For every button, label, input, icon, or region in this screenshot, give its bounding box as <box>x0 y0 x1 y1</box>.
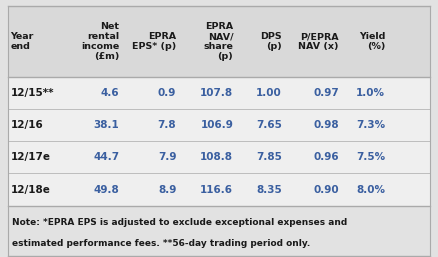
Text: 12/18e: 12/18e <box>11 185 50 195</box>
Text: 0.90: 0.90 <box>313 185 339 195</box>
Text: 49.8: 49.8 <box>93 185 119 195</box>
Text: Yield
(%): Yield (%) <box>359 32 385 51</box>
Text: 7.85: 7.85 <box>256 152 282 162</box>
Text: Net
rental
income
(£m): Net rental income (£m) <box>81 22 119 61</box>
Text: 7.3%: 7.3% <box>356 120 385 130</box>
Text: 108.8: 108.8 <box>200 152 233 162</box>
Text: 8.0%: 8.0% <box>356 185 385 195</box>
Text: 8.9: 8.9 <box>158 185 176 195</box>
Text: 12/15**: 12/15** <box>11 88 54 98</box>
Text: 8.35: 8.35 <box>256 185 282 195</box>
Bar <box>8 6 430 77</box>
Text: 7.9: 7.9 <box>158 152 176 162</box>
Text: P/EPRA
NAV (x): P/EPRA NAV (x) <box>298 32 339 51</box>
Text: 1.00: 1.00 <box>256 88 282 98</box>
Text: 4.6: 4.6 <box>101 88 119 98</box>
Text: 7.5%: 7.5% <box>356 152 385 162</box>
Text: 44.7: 44.7 <box>93 152 119 162</box>
Text: 0.98: 0.98 <box>313 120 339 130</box>
Text: 0.97: 0.97 <box>313 88 339 98</box>
Bar <box>8 109 430 141</box>
Text: Note: *EPRA EPS is adjusted to exclude exceptional expenses and: Note: *EPRA EPS is adjusted to exclude e… <box>12 218 347 227</box>
Text: 7.65: 7.65 <box>256 120 282 130</box>
Text: 1.0%: 1.0% <box>356 88 385 98</box>
Text: Year
end: Year end <box>11 32 34 51</box>
Text: 107.8: 107.8 <box>200 88 233 98</box>
Text: 38.1: 38.1 <box>93 120 119 130</box>
Text: 116.6: 116.6 <box>200 185 233 195</box>
Text: 7.8: 7.8 <box>158 120 176 130</box>
Text: DPS
(p): DPS (p) <box>260 32 282 51</box>
Text: 106.9: 106.9 <box>201 120 233 130</box>
Bar <box>8 173 430 206</box>
Text: EPRA
EPS* (p): EPRA EPS* (p) <box>132 32 176 51</box>
Text: EPRA
NAV/
share
(p): EPRA NAV/ share (p) <box>203 22 233 61</box>
Text: 0.9: 0.9 <box>158 88 176 98</box>
Bar <box>8 141 430 173</box>
Text: 0.96: 0.96 <box>313 152 339 162</box>
Text: 12/17e: 12/17e <box>11 152 50 162</box>
Bar <box>8 206 430 256</box>
Text: estimated performance fees. **56-day trading period only.: estimated performance fees. **56-day tra… <box>12 239 310 248</box>
Bar <box>8 77 430 109</box>
Text: 12/16: 12/16 <box>11 120 43 130</box>
